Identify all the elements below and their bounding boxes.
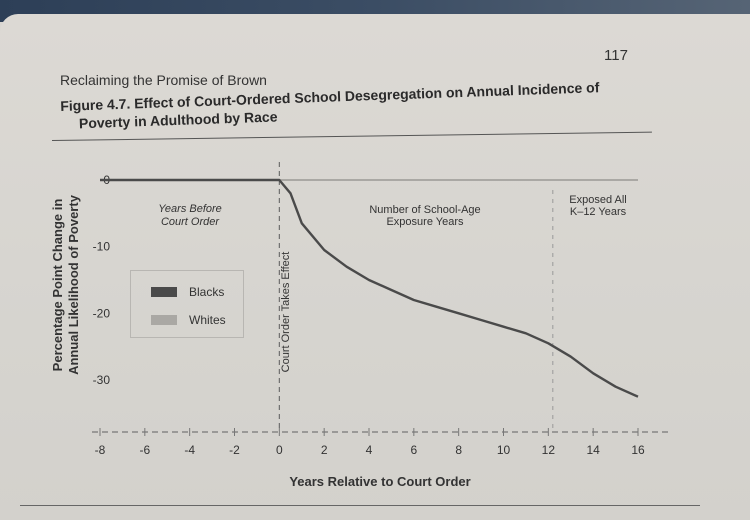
x-tick-label: -4 — [184, 443, 195, 457]
y-axis-title-line2: Annual Likelihood of Poverty — [66, 194, 81, 375]
annotation-exposed-line2: K–12 Years — [570, 206, 627, 218]
x-tick-label: 16 — [631, 443, 645, 457]
x-axis-ticks: -8 -6 -4 -2 0 2 4 6 8 10 12 14 16 — [95, 428, 645, 457]
x-tick-label: 14 — [586, 443, 600, 457]
legend-label-blacks: Blacks — [189, 285, 225, 299]
legend: Blacks Whites — [130, 270, 244, 338]
series-line-blacks — [100, 178, 639, 398]
x-tick-label: -6 — [139, 443, 150, 457]
legend-label-whites: Whites — [189, 313, 226, 327]
annotation-before-line1: Years Before — [158, 203, 222, 215]
book-page — [0, 14, 750, 520]
legend-item-blacks: Blacks — [151, 285, 224, 299]
annotation-exposure-line2: Exposure Years — [386, 216, 464, 228]
y-tick-label: -20 — [93, 306, 111, 320]
x-tick-label: 8 — [455, 443, 462, 457]
x-tick-label: 4 — [366, 443, 373, 457]
x-tick-label: -8 — [95, 443, 106, 457]
y-axis-title-line1: Percentage Point Change in — [50, 199, 65, 372]
y-tick-label: -30 — [93, 373, 111, 387]
page-number: 117 — [604, 47, 628, 64]
y-tick-label: -10 — [93, 240, 111, 254]
x-tick-label: -2 — [229, 443, 240, 457]
annotation-before-line2: Court Order — [161, 216, 220, 228]
x-tick-label: 2 — [321, 443, 328, 457]
y-axis-ticks: 0-10-20-30 — [93, 173, 111, 387]
x-axis-title: Years Relative to Court Order — [289, 474, 470, 489]
annotation-exposed-line1: Exposed All — [569, 194, 626, 206]
x-tick-label: 10 — [497, 443, 511, 457]
legend-swatch-blacks — [151, 287, 177, 297]
series-group — [100, 178, 639, 398]
legend-swatch-whites — [151, 315, 177, 325]
legend-item-whites: Whites — [151, 313, 226, 327]
x-tick-label: 0 — [276, 443, 283, 457]
x-tick-label: 12 — [542, 443, 556, 457]
bottom-rule — [20, 505, 700, 506]
running-head: Reclaiming the Promise of Brown — [60, 72, 267, 88]
x-tick-label: 6 — [410, 443, 417, 457]
annotation-exposure-line1: Number of School-Age — [369, 204, 480, 216]
annotation-court-order: Court Order Takes Effect — [280, 252, 292, 373]
